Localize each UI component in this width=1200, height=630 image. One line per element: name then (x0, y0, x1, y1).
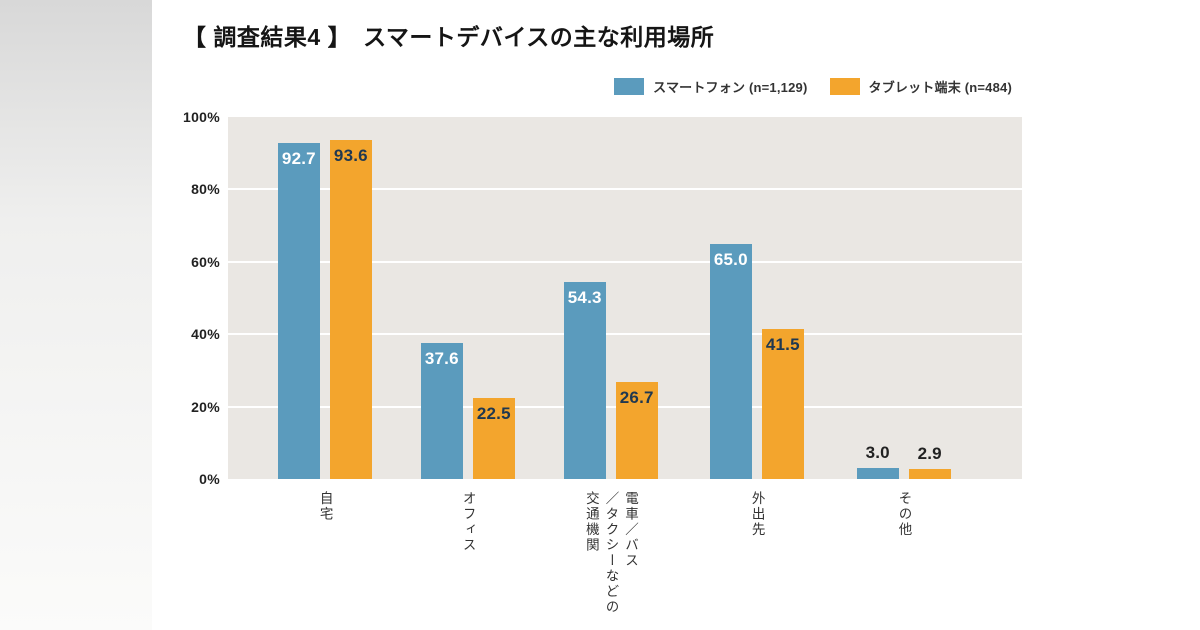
bar-group: 37.6 22.5 (420, 342, 515, 479)
bar-value-label: 92.7 (281, 149, 316, 169)
bar-group: 65.0 41.5 (709, 243, 804, 479)
bar-smartphone: 65.0 (709, 243, 752, 479)
y-axis: 100% 80% 60% 40% 20% 0% (140, 109, 220, 487)
y-axis-label: 100% (182, 109, 220, 125)
bar-tablet: 26.7 (615, 382, 658, 479)
bar-smartphone: 3.0 (856, 443, 899, 479)
bar-tablet: 22.5 (472, 397, 515, 479)
chart-legend: スマートフォン (n=1,129) タブレット端末 (n=484) (228, 76, 1022, 96)
bar-value-label: 22.5 (476, 403, 511, 423)
gridline (228, 260, 1022, 263)
bar-value-label: 2.9 (917, 443, 942, 463)
y-axis-label: 80% (191, 181, 220, 198)
legend-swatch-icon (614, 77, 645, 95)
left-gray-band (0, 0, 152, 630)
bar-value-label: 26.7 (619, 388, 654, 408)
y-axis-label: 0% (199, 471, 220, 487)
bar-group: 54.3 26.7 (563, 282, 658, 479)
bar-smartphone: 54.3 (563, 282, 606, 479)
x-axis-label: その他 (896, 491, 912, 538)
bar-value-label: 41.5 (765, 334, 800, 354)
bar-smartphone: 37.6 (420, 342, 463, 479)
bar-value-label: 93.6 (333, 146, 368, 166)
legend-swatch-icon (829, 77, 860, 95)
x-axis-label: 自宅 (317, 491, 333, 522)
bar-group: 3.0 2.9 (856, 443, 951, 479)
bar-smartphone: 92.7 (277, 143, 320, 479)
legend-item-0: スマートフォン (n=1,129) (614, 77, 807, 96)
bar-group: 92.7 93.6 (277, 140, 372, 479)
legend-label: スマートフォン (n=1,129) (653, 79, 808, 95)
gridline (228, 333, 1022, 336)
y-axis-label: 40% (191, 326, 220, 343)
page-title: 【 調査結果4 】 スマートデバイスの主な利用場所 (183, 24, 715, 50)
legend-label: タブレット端末 (n=484) (868, 79, 1012, 95)
bar-tablet: 41.5 (761, 328, 804, 479)
bar-tablet: 2.9 (908, 444, 951, 479)
x-axis-label: 外出先 (749, 491, 765, 538)
plot-area: 92.7 93.6 37.6 22.5 54.3 26.7 65.0 41.5 3.0 2.9 (228, 117, 1022, 479)
bar-value-label: 65.0 (713, 249, 748, 269)
x-axis-label: 電車／バス ／タクシーなどの 交通機関 (583, 491, 639, 615)
x-axis: 自宅 オフィス 電車／バス ／タクシーなどの 交通機関 外出先 その他 (228, 479, 1022, 630)
gridline (228, 188, 1022, 191)
bar-value-label: 54.3 (567, 288, 602, 308)
y-axis-label: 20% (191, 398, 220, 415)
bar-tablet: 93.6 (329, 140, 372, 479)
bar-value-label: 37.6 (424, 348, 459, 368)
legend-item-1: タブレット端末 (n=484) (829, 77, 1013, 96)
x-axis-label: オフィス (460, 491, 476, 553)
y-axis-label: 60% (191, 253, 220, 270)
bar-value-label: 3.0 (865, 443, 890, 463)
